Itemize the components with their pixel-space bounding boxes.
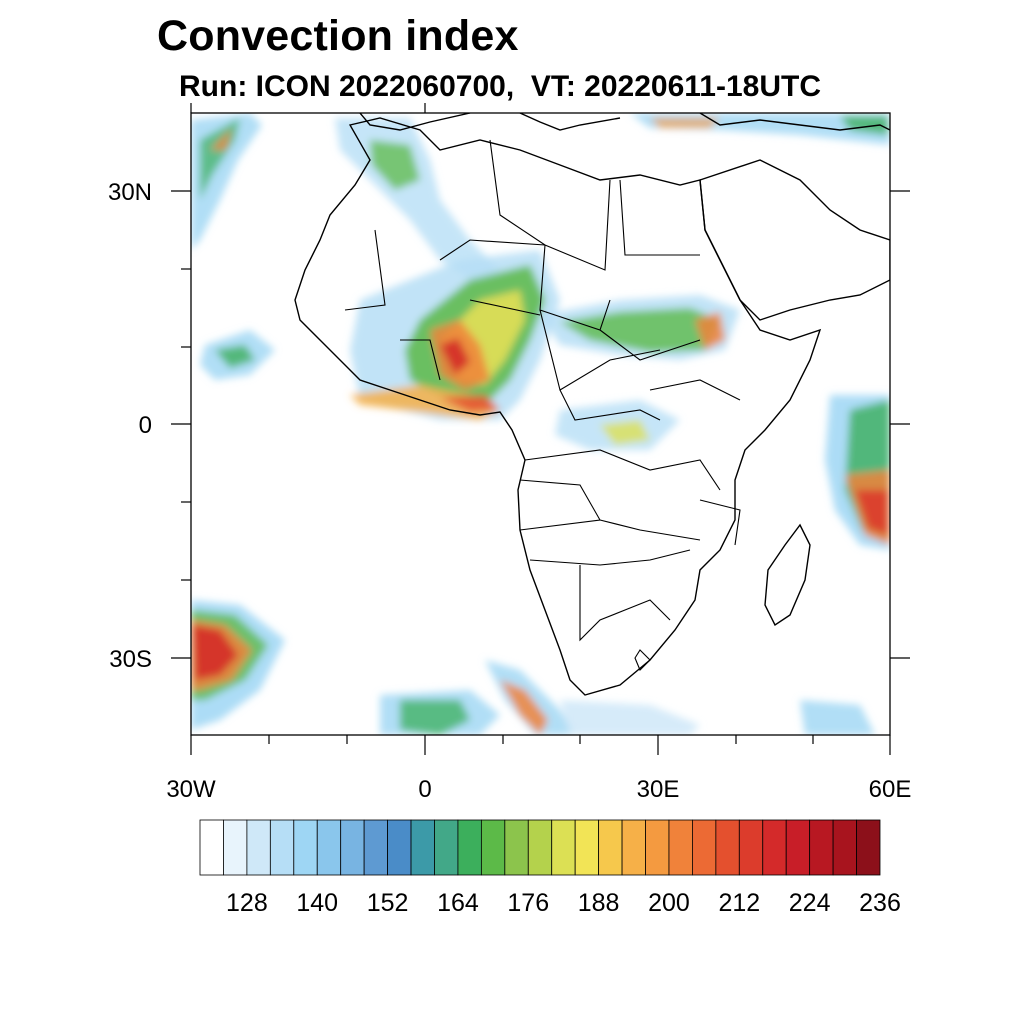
- colorbar-swatch: [621, 819, 646, 876]
- field-guinea-red: [440, 395, 500, 412]
- colorbar-swatch: [715, 819, 740, 876]
- colorbar-swatch: [809, 819, 834, 876]
- coastlines: [294, 113, 890, 696]
- colorbar-swatch: [598, 819, 623, 876]
- x-tick-0: 0: [418, 776, 431, 803]
- field-sahel-red: [440, 338, 470, 375]
- field-indian-red: [855, 490, 888, 535]
- colorbar-label: 200: [648, 889, 690, 917]
- field-atlas: [370, 140, 420, 190]
- colorbar-swatch: [293, 819, 318, 876]
- field-atlantic-west-core: [215, 345, 255, 368]
- arabia: [699, 159, 890, 321]
- field-s-indian-east: [800, 700, 875, 735]
- colorbar-label: 236: [859, 889, 901, 917]
- colorbar-label: 128: [226, 889, 268, 917]
- colorbar: [199, 819, 881, 876]
- borders: [344, 139, 741, 671]
- colorbar-labels: 128 140 152 164 176 188 200 212 224 236: [226, 889, 901, 917]
- field-east-sahel-green: [560, 308, 720, 352]
- colorbar-label: 188: [578, 889, 620, 917]
- field-med-east: [840, 116, 888, 135]
- colorbar-swatch: [762, 819, 787, 876]
- colorbar-swatch: [410, 819, 435, 876]
- colorbar-swatch: [527, 819, 553, 876]
- colorbar-swatch: [856, 819, 881, 876]
- field-s-atlantic-bottom-core: [400, 700, 470, 735]
- x-tick-60e: 60E: [869, 776, 912, 803]
- colorbar-swatch: [199, 819, 224, 876]
- convection-field: [191, 113, 890, 735]
- field-ethiopia-hot: [695, 312, 725, 350]
- chart-subtitle: Run: ICON 2022060700, VT: 20220611-18UTC: [179, 70, 821, 103]
- chart-title: Convection index: [157, 12, 519, 60]
- field-cape-streak-hot: [500, 680, 548, 735]
- africa-coastline: [294, 117, 822, 696]
- colorbar-swatch: [692, 819, 717, 876]
- colorbar-swatch: [363, 819, 388, 876]
- colorbar-label: 164: [437, 889, 479, 917]
- field-congo-core: [600, 420, 650, 445]
- madagascar: [764, 523, 811, 627]
- colorbar-swatch: [668, 819, 693, 876]
- colorbar-swatch: [645, 819, 670, 876]
- x-tick-30w: 30W: [166, 776, 216, 803]
- colorbar-swatch: [738, 819, 764, 876]
- colorbar-swatch: [223, 819, 248, 876]
- colorbar-label: 140: [296, 889, 338, 917]
- field-nw-atlantic-hot: [210, 128, 232, 150]
- colorbar-swatch: [574, 819, 600, 876]
- border-lines: [344, 139, 741, 671]
- colorbar-swatch: [387, 819, 412, 876]
- axis-ticks: [171, 103, 910, 755]
- y-tick-30s: 30S: [109, 646, 152, 673]
- colorbar-swatch: [551, 819, 576, 876]
- y-tick-0: 0: [139, 412, 152, 439]
- colorbar-swatch: [785, 819, 811, 876]
- field-guinea-coast: [350, 385, 500, 420]
- field-med-core: [650, 118, 720, 128]
- europe-coast: [359, 113, 890, 131]
- colorbar-swatch: [340, 819, 365, 876]
- field-nw-atlantic-core: [200, 118, 240, 200]
- colorbar-swatch: [434, 819, 459, 876]
- colorbar-swatch: [832, 819, 857, 876]
- colorbar-swatch: [457, 819, 482, 876]
- colorbar-label: 176: [507, 889, 549, 917]
- y-tick-30n: 30N: [108, 179, 152, 206]
- colorbar-label: 224: [789, 889, 831, 917]
- map-frame: [190, 112, 891, 736]
- colorbar-swatch: [269, 819, 295, 876]
- colorbar-swatch: [504, 819, 529, 876]
- field-s-indian: [560, 700, 700, 735]
- colorbar-swatch: [246, 819, 271, 876]
- colorbar-label: 212: [718, 889, 760, 917]
- colorbar-swatch: [480, 819, 506, 876]
- colorbar-swatch: [316, 819, 342, 876]
- x-tick-30e: 30E: [637, 776, 680, 803]
- field-sw-atlantic-red: [193, 625, 238, 680]
- colorbar-label: 152: [367, 889, 409, 917]
